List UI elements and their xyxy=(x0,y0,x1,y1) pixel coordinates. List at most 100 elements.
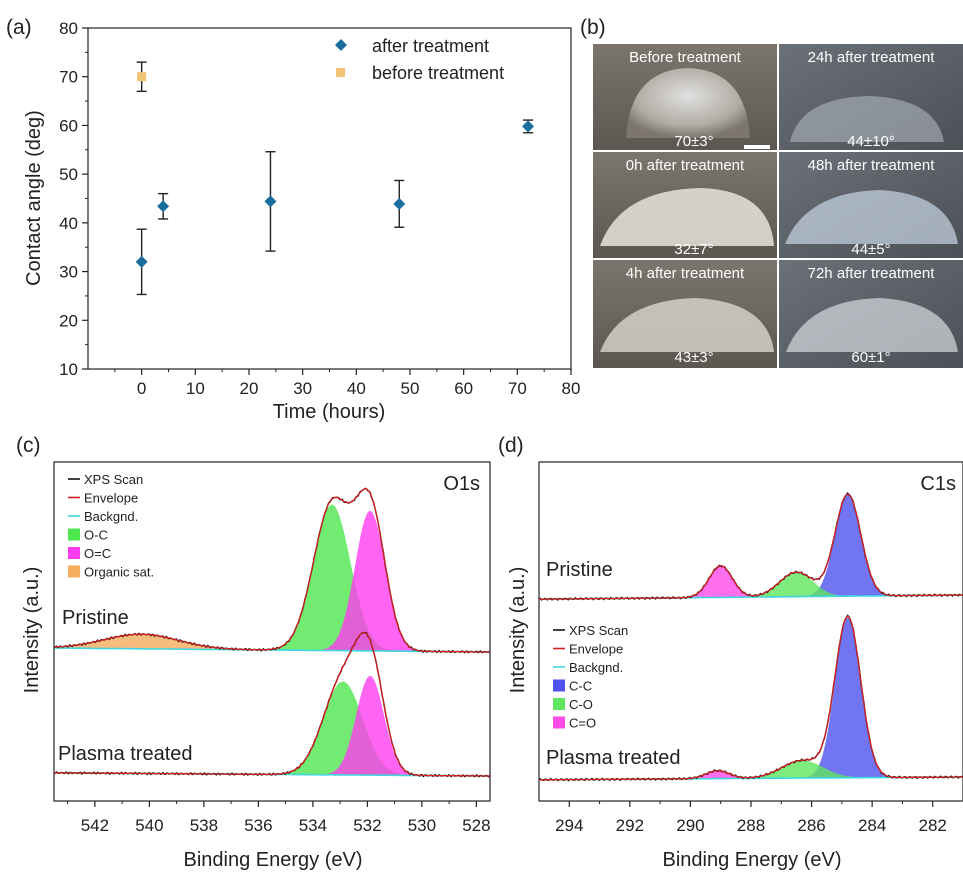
x-tick-label-d: 288 xyxy=(737,816,765,835)
x-tick-label-d: 292 xyxy=(616,816,644,835)
x-tick-label-c: 534 xyxy=(299,816,327,835)
legend-label-d: Backgnd. xyxy=(569,660,623,675)
panel-label-c: (c) xyxy=(16,434,41,457)
legend-label-c: Envelope xyxy=(84,491,138,506)
data-point-after xyxy=(157,200,170,213)
x-tick-label-a: 60 xyxy=(454,379,473,398)
data-point-after xyxy=(264,195,277,208)
data-point-after xyxy=(393,197,406,210)
photo-title-4h: 4h after treatment xyxy=(626,265,745,282)
legend-label-c: Organic sat. xyxy=(84,565,154,580)
legend-swatch-c xyxy=(68,528,80,541)
x-tick-label-c: 532 xyxy=(353,816,381,835)
y-tick-label-a: 50 xyxy=(59,165,78,184)
annotation-c: O1s xyxy=(443,473,480,495)
spectrum-label-c-pristine: Pristine xyxy=(62,607,129,629)
x-tick-label-c: 542 xyxy=(81,816,109,835)
y-tick-label-a: 30 xyxy=(59,263,78,282)
y-axis-label-c: Intensity (a.u.) xyxy=(21,567,43,694)
x-tick-label-d: 294 xyxy=(555,816,583,835)
panel-label-a: (a) xyxy=(6,16,32,39)
legend-label-after: after treatment xyxy=(372,36,489,56)
panel-label-b: (b) xyxy=(580,16,606,39)
photo-title-0h: 0h after treatment xyxy=(626,157,745,174)
legend-swatch-d xyxy=(553,698,565,710)
peak-fill xyxy=(54,510,490,652)
legend-label-c: O=C xyxy=(84,546,111,561)
legend-label-d: XPS Scan xyxy=(569,623,628,638)
y-tick-label-a: 70 xyxy=(59,68,78,87)
spectrum-label-c-plasma: Plasma treated xyxy=(58,743,193,765)
x-tick-label-d: 284 xyxy=(858,816,886,835)
x-tick-label-d: 286 xyxy=(797,816,825,835)
x-tick-label-a: 30 xyxy=(293,379,312,398)
y-tick-label-a: 60 xyxy=(59,116,78,135)
legend-swatch-d xyxy=(553,679,565,692)
scale-bar xyxy=(744,145,770,149)
legend-label-d: C-C xyxy=(569,679,592,694)
photo-value-0h: 32±7° xyxy=(674,241,713,258)
envelope-line xyxy=(54,631,490,777)
x-tick-label-c: 528 xyxy=(462,816,490,835)
panel-label-d: (d) xyxy=(498,434,524,457)
x-tick-label-a: 80 xyxy=(562,379,581,398)
droplet-24h xyxy=(790,96,944,142)
plot-frame-c xyxy=(53,461,491,802)
xps-scan-line xyxy=(538,491,963,602)
legend-label-c: XPS Scan xyxy=(84,472,143,487)
legend-label-before: before treatment xyxy=(372,63,504,83)
y-tick-label-a: 80 xyxy=(59,19,78,38)
spectrum-label-d-plasma: Plasma treated xyxy=(546,747,681,769)
photo-title-48h: 48h after treatment xyxy=(808,157,936,174)
x-tick-label-a: 10 xyxy=(186,379,205,398)
x-tick-label-c: 540 xyxy=(135,816,163,835)
c1s-xps-chart: 294 292 290 288 286 284 282 Binding Energy (eV… xyxy=(507,461,963,871)
spectrum-label-d-pristine: Pristine xyxy=(546,559,613,581)
photo-value-72h: 60±1° xyxy=(851,349,890,366)
legend-label-d: C-O xyxy=(569,697,593,712)
droplet-72h xyxy=(786,298,958,352)
droplet-0h xyxy=(600,188,774,246)
droplet-4h xyxy=(600,298,774,352)
legend-label-d: C=O xyxy=(569,716,596,731)
peak-fill xyxy=(54,634,490,652)
x-tick-label-d: 290 xyxy=(676,816,704,835)
envelope-line xyxy=(539,615,963,781)
x-tick-label-a: 0 xyxy=(137,379,146,398)
contact-angle-chart: 0 10 20 30 40 50 60 70 80 10 20 30 40 50 60 70 80 Time (… xyxy=(23,19,580,423)
photo-value-48h: 44±5° xyxy=(851,241,890,258)
envelope-line xyxy=(539,493,963,600)
droplet-48h xyxy=(785,190,958,244)
y-tick-label-a: 20 xyxy=(59,311,78,330)
y-axis-label-a: Contact angle (deg) xyxy=(23,110,45,286)
photo-value-before: 70±3° xyxy=(674,133,713,150)
legend-label-d: Envelope xyxy=(569,642,623,657)
x-tick-label-a: 70 xyxy=(508,379,527,398)
photo-value-24h: 44±10° xyxy=(847,133,895,150)
peak-fill xyxy=(539,617,963,780)
x-tick-label-c: 530 xyxy=(408,816,436,835)
x-axis-label-a: Time (hours) xyxy=(273,401,386,423)
photo-title-before: Before treatment xyxy=(629,49,742,66)
legend-marker-before xyxy=(336,68,345,77)
data-point-after xyxy=(522,120,535,133)
legend-swatch-d xyxy=(553,716,565,729)
peak-fill xyxy=(54,675,490,776)
x-tick-label-a: 50 xyxy=(401,379,420,398)
photo-title-24h: 24h after treatment xyxy=(808,49,936,66)
y-axis-label-d: Intensity (a.u.) xyxy=(507,567,529,694)
photo-value-4h: 43±3° xyxy=(674,349,713,366)
legend-marker-after xyxy=(335,39,347,51)
envelope-line xyxy=(53,488,490,653)
annotation-d: C1s xyxy=(920,473,956,495)
data-point-after xyxy=(135,255,148,268)
legend-label-c: O-C xyxy=(84,528,108,543)
legend-swatch-c xyxy=(68,565,80,578)
x-tick-label-c: 536 xyxy=(244,816,272,835)
x-tick-label-d: 282 xyxy=(919,816,947,835)
legend-c: XPS Scan Envelope Backgnd. O-C O=C Organic sa… xyxy=(68,472,154,580)
legend-label-c: Backgnd. xyxy=(84,509,138,524)
droplet-photo-grid: Before treatment 24h after treatment 0h … xyxy=(593,44,963,369)
x-axis-label-d: Binding Energy (eV) xyxy=(663,849,842,871)
